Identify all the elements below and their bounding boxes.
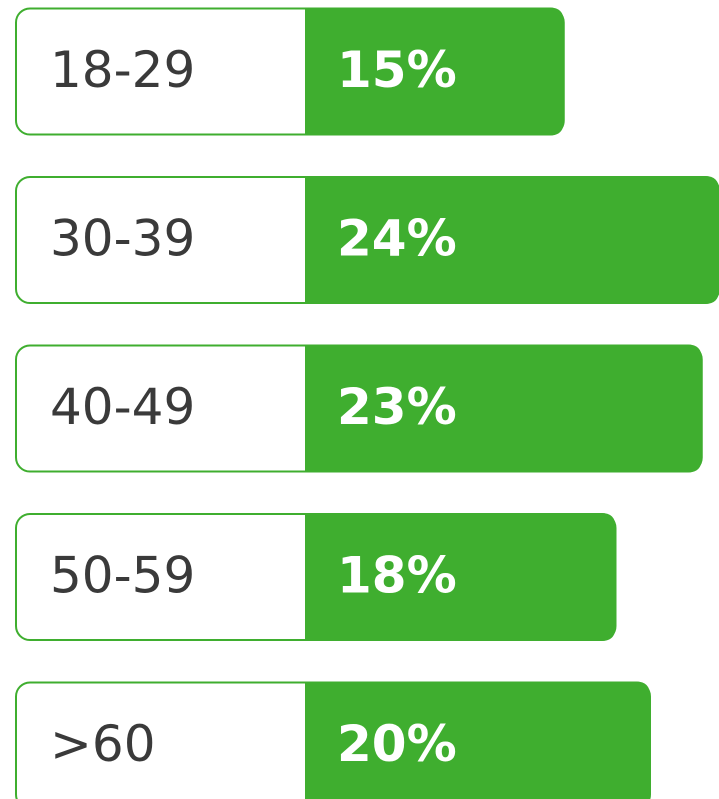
category-label: 50-59 xyxy=(50,547,195,605)
bar xyxy=(305,7,564,136)
value-label: 18% xyxy=(337,547,457,605)
category-label: 18-29 xyxy=(50,41,195,99)
category-label: >60 xyxy=(50,715,156,773)
value-label: 20% xyxy=(337,715,457,773)
bar xyxy=(305,344,702,473)
bar xyxy=(305,176,719,304)
value-label: 23% xyxy=(337,378,457,436)
value-label: 15% xyxy=(337,41,457,99)
bar xyxy=(305,681,650,799)
value-label: 24% xyxy=(337,210,457,268)
category-label: 40-49 xyxy=(50,378,195,436)
bar xyxy=(305,513,616,641)
category-label: 30-39 xyxy=(50,210,195,268)
